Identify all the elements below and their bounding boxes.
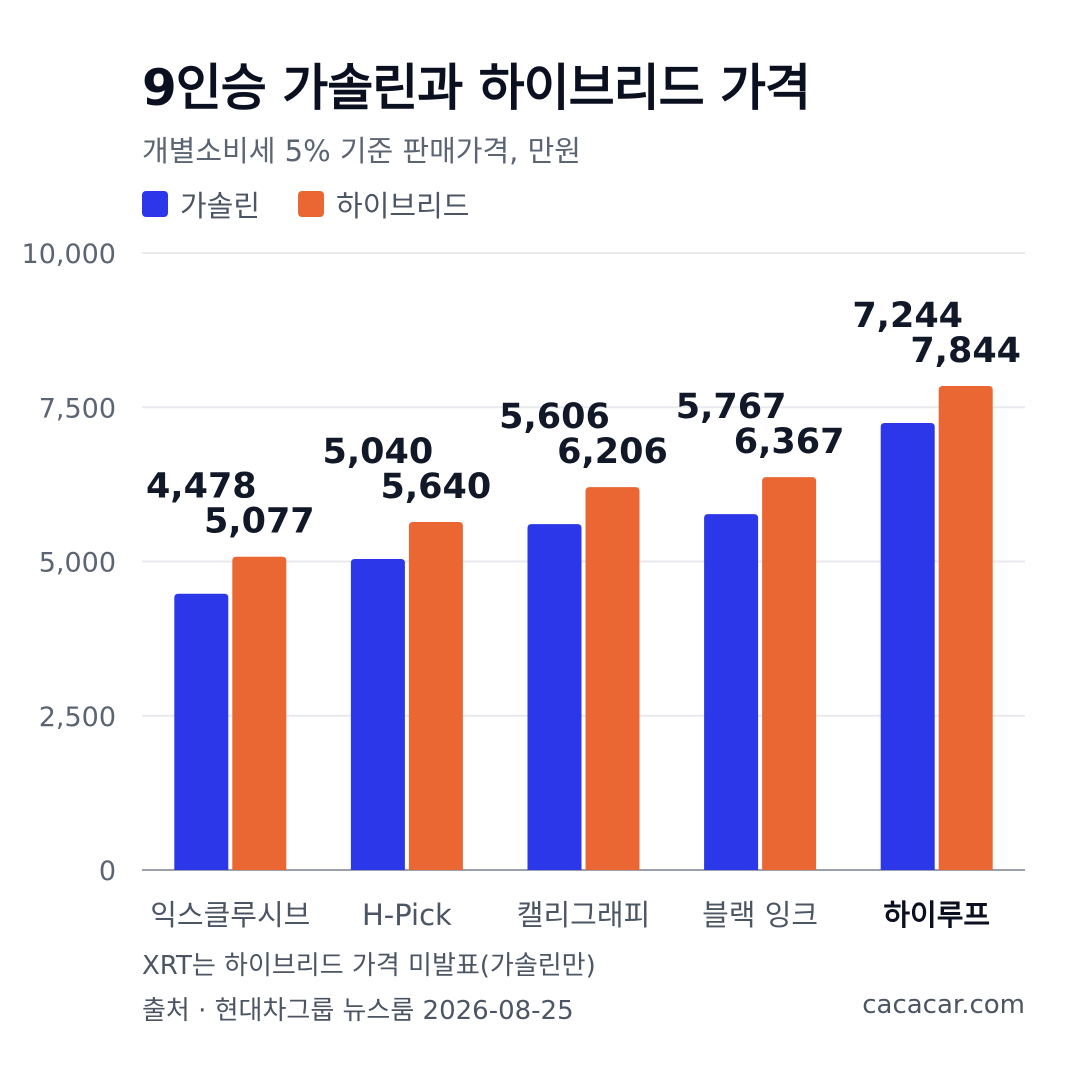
x-tick-label: 익스클루시브: [150, 898, 310, 932]
data-label: 5,767: [676, 387, 787, 427]
bar-hybrid: [938, 386, 993, 870]
chart-title: 9인승 가솔린과 하이브리드 가격: [142, 59, 811, 117]
data-label: 6,206: [557, 432, 668, 472]
y-tick-label: 5,000: [39, 548, 116, 579]
chart-subtitle: 개별소비세 5% 기준 판매가격, 만원: [142, 134, 581, 168]
legend-item-hybrid: 하이브리드: [298, 183, 469, 225]
source-credit: 출처 · 현대차그룹 뉴스룸 2026-08-25: [142, 996, 574, 1026]
x-tick-label: 캘리그래피: [517, 898, 650, 932]
bar-gasoline: [880, 423, 935, 870]
data-label: 5,040: [323, 432, 434, 472]
bar-hybrid: [762, 477, 817, 870]
x-tick-label: H-Pick: [362, 898, 452, 932]
legend-label-hybrid: 하이브리드: [336, 189, 470, 223]
legend-swatch-gasoline: [142, 191, 168, 217]
data-label: 7,244: [852, 296, 963, 336]
data-label: 7,844: [910, 331, 1021, 371]
bar-gasoline: [350, 559, 405, 870]
bar-gasoline: [704, 514, 759, 870]
y-tick-label: 0: [99, 856, 116, 887]
data-label: 5,640: [381, 467, 492, 507]
bar-hybrid: [232, 556, 287, 870]
data-label: 5,606: [499, 397, 610, 437]
bar-gasoline: [174, 593, 229, 870]
y-tick-label: 7,500: [39, 393, 116, 424]
y-tick-label: 10,000: [22, 239, 116, 270]
data-label: 5,077: [204, 502, 315, 542]
x-tick-label: 하이루프: [883, 898, 990, 932]
data-label: 6,367: [734, 422, 845, 462]
bar-hybrid: [585, 487, 640, 870]
y-tick-label: 2,500: [39, 702, 116, 733]
legend: 가솔린 하이브리드: [142, 183, 469, 225]
legend-label-gasoline: 가솔린: [180, 189, 261, 223]
site-credit: cacacar.com: [862, 990, 1025, 1020]
x-tick-label: 블랙 잉크: [702, 898, 818, 932]
footnote: XRT는 하이브리드 가격 미발표(가솔린만): [142, 951, 596, 981]
legend-item-gasoline: 가솔린: [142, 183, 260, 225]
bar-hybrid: [408, 522, 463, 870]
legend-swatch-hybrid: [298, 191, 325, 217]
data-label: 4,478: [146, 467, 257, 507]
bar-gasoline: [527, 524, 582, 870]
